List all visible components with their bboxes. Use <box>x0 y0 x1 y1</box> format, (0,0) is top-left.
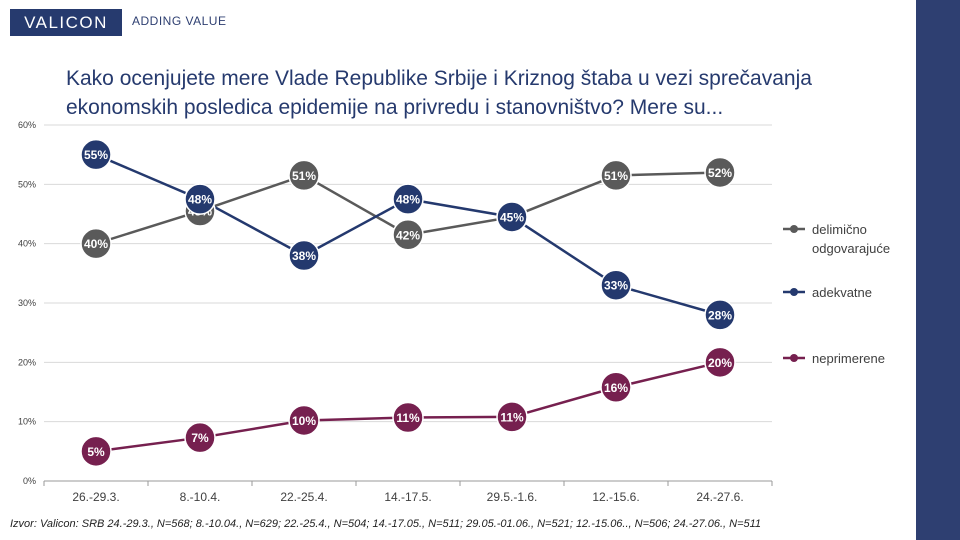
data-label: 10% <box>292 414 316 428</box>
data-point <box>704 346 736 379</box>
data-point <box>600 159 632 192</box>
y-tick-label: 50% <box>18 179 36 189</box>
data-label: 40% <box>84 237 108 251</box>
data-label: 16% <box>604 381 628 395</box>
legend-label: delimično <box>812 222 867 237</box>
legend-label: adekvatne <box>812 285 872 300</box>
data-point <box>288 404 320 437</box>
source-note: Izvor: Valicon: SRB 24.-29.3., N=568; 8.… <box>10 518 762 530</box>
data-label: 48% <box>396 193 420 207</box>
data-label: 48% <box>188 193 212 207</box>
legend-marker <box>790 225 798 233</box>
y-tick-label: 0% <box>23 476 36 486</box>
x-tick-label: 8.-10.4. <box>180 490 221 504</box>
data-label: 5% <box>87 445 105 459</box>
data-point <box>80 435 112 468</box>
data-label: 38% <box>292 249 316 263</box>
data-point <box>704 299 736 331</box>
data-point <box>392 183 424 215</box>
data-label: 55% <box>84 148 108 162</box>
data-label: 11% <box>396 411 420 425</box>
data-label: 52% <box>708 166 732 180</box>
data-label: 20% <box>708 356 732 370</box>
data-label: 7% <box>191 431 209 445</box>
data-label: 28% <box>708 308 732 322</box>
x-tick-label: 26.-29.3. <box>72 490 119 504</box>
x-tick-label: 12.-15.6. <box>592 490 639 504</box>
y-tick-label: 10% <box>18 417 36 427</box>
data-label: 51% <box>604 169 628 183</box>
data-point <box>184 421 216 454</box>
data-point <box>80 138 112 171</box>
x-tick-label: 14.-17.5. <box>384 490 431 504</box>
x-tick-label: 22.-25.4. <box>280 490 327 504</box>
data-label: 11% <box>500 410 524 424</box>
valicon-logo: VALICON <box>10 9 122 36</box>
data-label: 45% <box>500 210 524 224</box>
data-point <box>600 371 632 404</box>
legend-marker <box>790 354 798 362</box>
data-point <box>80 227 112 260</box>
data-label: 42% <box>396 228 420 242</box>
sidebar-accent-bar <box>916 0 960 540</box>
data-point <box>288 239 320 272</box>
x-tick-label: 24.-27.6. <box>696 490 743 504</box>
y-tick-label: 60% <box>18 120 36 130</box>
data-point <box>392 219 424 251</box>
y-tick-label: 20% <box>18 357 36 367</box>
data-point <box>496 201 528 233</box>
x-tick-label: 29.5.-1.6. <box>487 490 538 504</box>
data-point <box>704 156 736 189</box>
data-point <box>496 401 528 433</box>
y-tick-label: 30% <box>18 298 36 308</box>
y-tick-label: 40% <box>18 239 36 249</box>
legend-marker <box>790 288 798 296</box>
data-point <box>288 159 320 192</box>
data-point <box>184 183 216 215</box>
data-point <box>600 269 632 301</box>
logo-tagline: ADDING VALUE <box>132 14 227 28</box>
data-label: 51% <box>292 169 316 183</box>
data-point <box>392 401 424 434</box>
legend-label: odgovarajuće <box>812 241 890 256</box>
data-label: 33% <box>604 279 628 293</box>
chart-title: Kako ocenjujete mere Vlade Republike Srb… <box>66 67 812 119</box>
legend-label: neprimerene <box>812 351 885 366</box>
